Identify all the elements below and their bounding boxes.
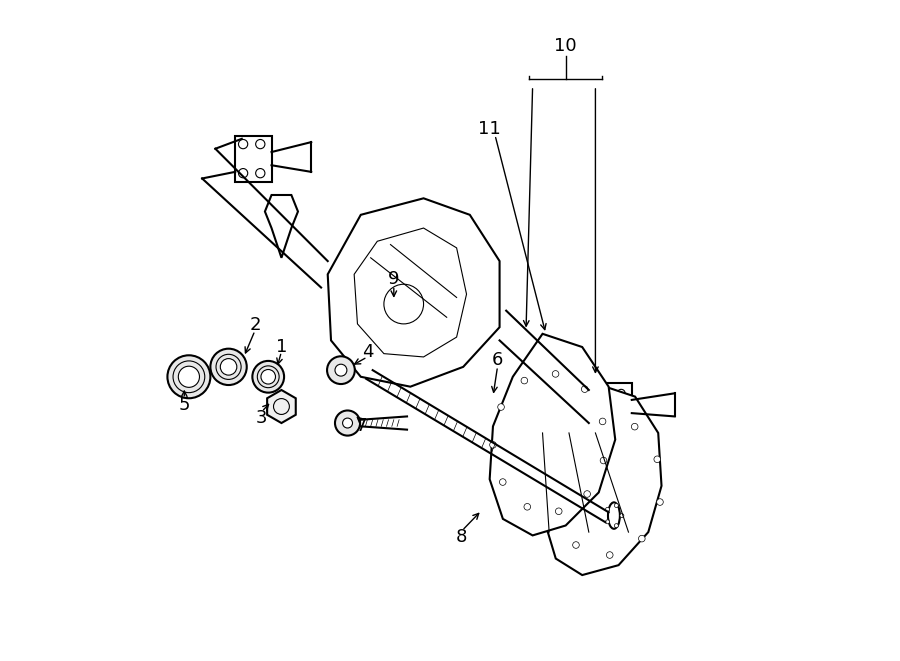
Ellipse shape	[178, 366, 200, 387]
Circle shape	[606, 508, 609, 512]
Text: 11: 11	[478, 120, 501, 138]
Circle shape	[654, 456, 661, 463]
Text: 6: 6	[492, 351, 503, 369]
Circle shape	[555, 508, 562, 514]
Text: 5: 5	[178, 395, 190, 414]
Ellipse shape	[261, 369, 275, 384]
Circle shape	[598, 413, 604, 420]
Text: 7: 7	[355, 417, 366, 436]
Ellipse shape	[252, 361, 284, 393]
Bar	[235, 136, 272, 182]
Circle shape	[657, 499, 663, 506]
Circle shape	[581, 386, 588, 393]
Circle shape	[550, 509, 557, 516]
Text: 9: 9	[388, 270, 400, 288]
Ellipse shape	[335, 364, 346, 376]
Text: 8: 8	[456, 527, 468, 546]
Ellipse shape	[335, 410, 360, 436]
Circle shape	[500, 479, 506, 485]
Ellipse shape	[211, 349, 247, 385]
Circle shape	[632, 423, 638, 430]
Circle shape	[615, 524, 618, 527]
Text: 2: 2	[249, 316, 261, 334]
Circle shape	[638, 535, 645, 542]
Polygon shape	[490, 334, 616, 535]
Ellipse shape	[608, 502, 620, 529]
Circle shape	[524, 504, 531, 510]
Circle shape	[498, 404, 504, 410]
Polygon shape	[267, 390, 296, 423]
Text: 3: 3	[256, 408, 267, 427]
Ellipse shape	[343, 418, 353, 428]
Circle shape	[547, 466, 554, 473]
Ellipse shape	[167, 355, 211, 398]
Ellipse shape	[327, 356, 355, 384]
Circle shape	[490, 442, 496, 448]
Circle shape	[521, 377, 527, 384]
Ellipse shape	[220, 358, 237, 375]
Circle shape	[599, 418, 606, 425]
Circle shape	[572, 542, 580, 549]
Polygon shape	[545, 383, 662, 575]
Circle shape	[565, 430, 572, 436]
Circle shape	[584, 490, 590, 497]
Circle shape	[553, 371, 559, 377]
Text: 4: 4	[362, 342, 374, 361]
Circle shape	[607, 552, 613, 559]
Circle shape	[600, 457, 607, 464]
Text: 1: 1	[275, 338, 287, 356]
Circle shape	[606, 520, 609, 524]
Circle shape	[615, 504, 618, 508]
Circle shape	[620, 514, 624, 518]
Text: 10: 10	[554, 37, 577, 56]
Bar	[596, 383, 632, 430]
